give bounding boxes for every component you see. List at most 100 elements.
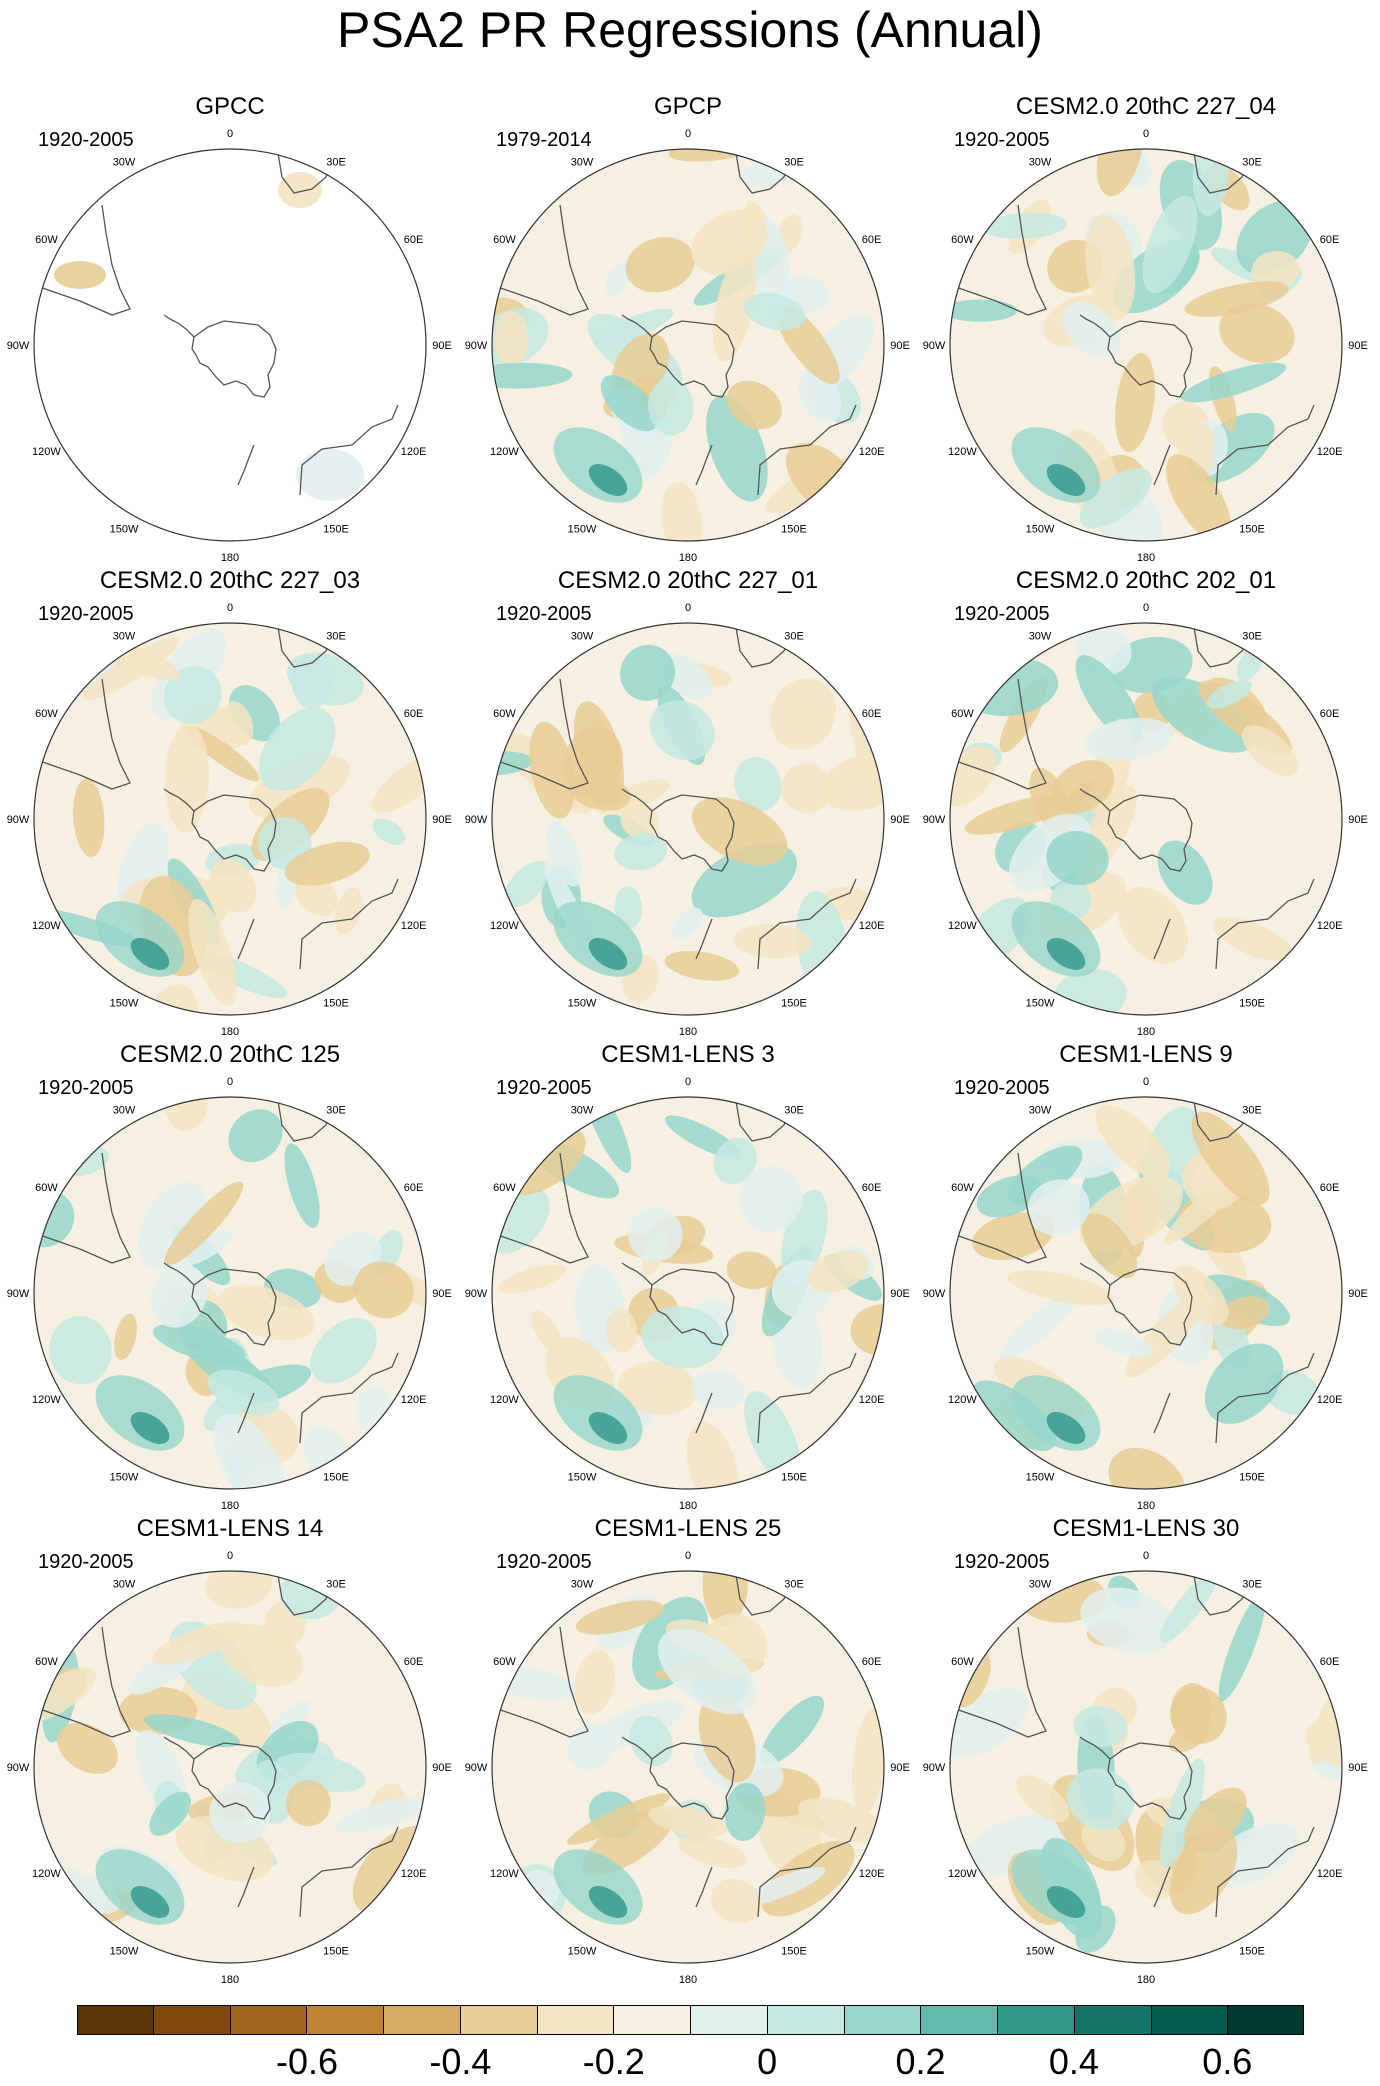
colorbar-label: 0: [757, 2041, 778, 2082]
map-boundary: [491, 148, 885, 542]
longitude-label: 60E: [862, 1182, 882, 1194]
polar-map: 0 30E 60E 90E 120E 150E 180 150W 120W 90W 60W 30W: [465, 602, 910, 1038]
anomaly-blob: [710, 1878, 762, 1924]
longitude-label: 90E: [1348, 1288, 1368, 1300]
anomaly-blob: [588, 1412, 628, 1444]
anomaly-blob: [73, 778, 105, 858]
longitude-label: 0: [1143, 128, 1149, 140]
anomaly-blob: [278, 172, 322, 208]
map-background: [34, 149, 426, 541]
coastline: [621, 1736, 653, 1760]
coastlines: [950, 152, 1315, 496]
anomaly-blob: [629, 1715, 673, 1767]
coastline: [237, 1392, 255, 1434]
panel-title: CESM2.0 20thC 227_01: [557, 567, 819, 594]
anomaly-blob: [625, 237, 695, 293]
anomaly-blob: [1115, 353, 1155, 453]
anomaly-blob: [734, 756, 782, 812]
anomaly-blob: [600, 375, 658, 432]
coastline: [191, 320, 277, 398]
anomaly-blob: [144, 1714, 241, 1748]
longitude-label: 150E: [1239, 998, 1265, 1010]
map-panel: GPCC 1920-2005 0 30E 60E 90E 120E 150E 180 150W 12…: [0, 92, 460, 566]
coastline: [695, 444, 713, 486]
coastline: [34, 1152, 131, 1264]
longitude-label: 180: [221, 552, 239, 564]
anomaly-blob: [713, 1137, 757, 1185]
coastline: [1107, 320, 1193, 398]
longitude-label: 0: [227, 128, 233, 140]
colorbar-label: 0.4: [1048, 2041, 1099, 2082]
longitude-label: 90E: [890, 1288, 910, 1300]
coastline: [492, 678, 589, 790]
anomaly-blob: [186, 726, 260, 782]
longitude-label: 90W: [7, 1762, 30, 1774]
longitude-label: 30E: [784, 156, 804, 168]
longitude-label: 30W: [1029, 156, 1052, 168]
coastlines: [492, 1574, 857, 1918]
longitude-label: 150E: [323, 1472, 349, 1484]
coastline: [757, 1352, 857, 1444]
coastline: [237, 1866, 255, 1908]
longitude-label: 60W: [951, 1182, 974, 1194]
colorbar-label: -0.4: [429, 2041, 492, 2082]
anomaly-blob: [698, 1695, 756, 1783]
colorbar-label: -0.2: [582, 2041, 645, 2082]
longitude-label: 30E: [784, 630, 804, 642]
colorbar-label: 0.2: [895, 2041, 946, 2082]
panel-title: CESM2.0 20thC 202_01: [1015, 567, 1277, 594]
anomaly-blob: [1108, 1447, 1186, 1489]
longitude-label: 0: [1143, 602, 1149, 614]
anomaly-blob: [781, 763, 832, 814]
anomaly-blob: [1046, 1886, 1086, 1918]
longitude-label: 60W: [35, 708, 58, 720]
anomaly-blob: [1206, 680, 1253, 709]
figure-title: PSA2 PR Regressions (Annual): [337, 2, 1043, 58]
longitude-label: 60W: [35, 1656, 58, 1668]
map-boundary: [491, 622, 885, 1016]
longitude-label: 90W: [7, 814, 30, 826]
anomaly-blob: [672, 907, 704, 940]
anomaly-blob: [335, 886, 363, 935]
coastline: [621, 314, 653, 338]
longitude-label: 120E: [859, 1868, 885, 1880]
longitude-label: 180: [679, 552, 697, 564]
anomaly-blob: [664, 950, 739, 981]
longitude-label: 60E: [862, 708, 882, 720]
anomaly-blob: [353, 1261, 414, 1319]
anomaly-blob: [1046, 464, 1086, 496]
longitude-label: 180: [679, 1500, 697, 1512]
anomaly-blob: [732, 924, 812, 959]
longitude-label: 30E: [1242, 156, 1262, 168]
longitude-label: 90E: [890, 1762, 910, 1774]
panel-title: GPCP: [653, 93, 722, 120]
longitude-label: 120W: [948, 446, 977, 458]
coastline: [299, 1826, 399, 1918]
longitude-label: 30W: [571, 1578, 594, 1590]
polar-map: 0 30E 60E 90E 120E 150E 180 150W 120W 90W 60W 30W: [7, 1550, 452, 1986]
anomaly-blob: [738, 1166, 803, 1232]
anomaly-blob: [1184, 281, 1289, 317]
longitude-label: 180: [1137, 1974, 1155, 1986]
colorbar-swatch: [998, 2005, 1075, 2035]
anomaly-blob: [950, 299, 1018, 322]
longitude-label: 90E: [1348, 1762, 1368, 1774]
panel-title: CESM1-LENS 25: [594, 1515, 782, 1542]
longitude-label: 60W: [951, 234, 974, 246]
anomaly-blob: [205, 1571, 273, 1609]
panel-title: CESM2.0 20thC 227_04: [1015, 93, 1277, 120]
longitude-label: 90E: [432, 1762, 452, 1774]
longitude-label: 90W: [923, 814, 946, 826]
coastline: [950, 1152, 1047, 1264]
anomaly-blob: [1165, 454, 1232, 541]
coastline: [649, 1742, 735, 1820]
longitude-label: 0: [1143, 1076, 1149, 1088]
longitude-label: 120W: [490, 1394, 519, 1406]
panel-period: 1920-2005: [38, 129, 134, 151]
longitude-label: 150E: [323, 998, 349, 1010]
coastline: [649, 794, 735, 872]
coastline: [1079, 788, 1111, 812]
longitude-label: 30W: [113, 156, 136, 168]
anomaly-blob: [228, 1109, 283, 1163]
colorbar-swatch: [460, 2005, 538, 2035]
